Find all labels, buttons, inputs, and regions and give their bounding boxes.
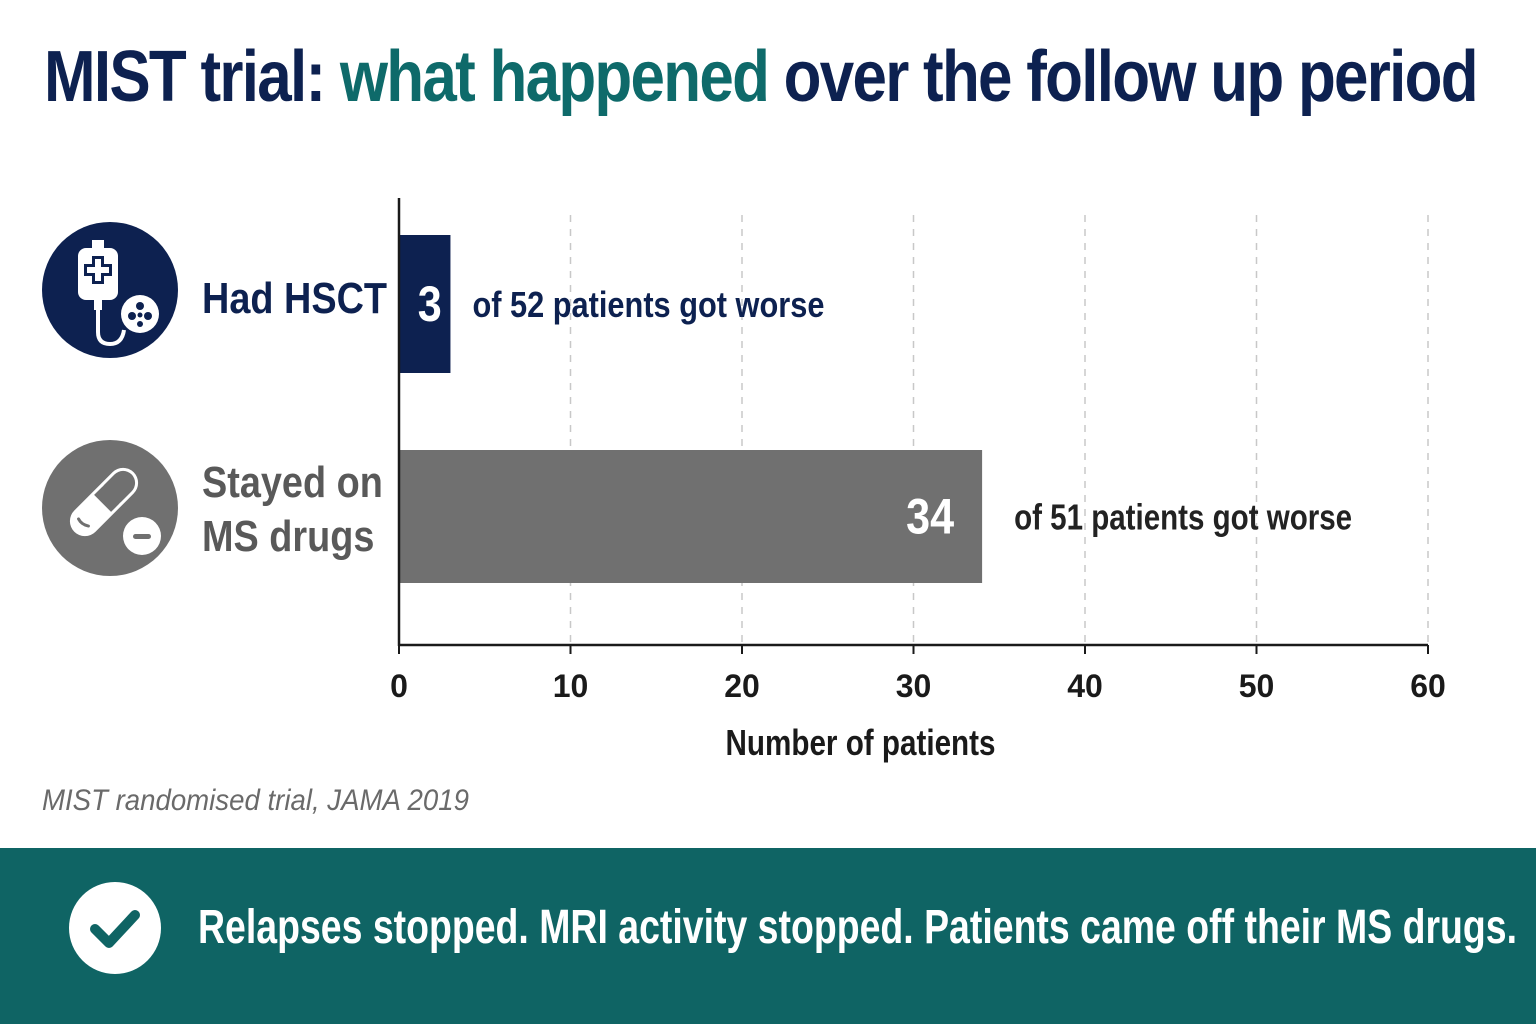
x-tick-label-40: 40 [1067,668,1103,704]
footer-text: Relapses stopped. MRI activity stopped. … [198,901,1517,954]
category-label-drugs: Stayed on MS drugs [202,456,383,564]
category-label-hsct-line1: Had HSCT [202,274,388,323]
x-tick-label-50: 50 [1239,668,1275,704]
source-citation: MIST randomised trial, JAMA 2019 [42,784,469,817]
x-tick-label-60: 60 [1410,668,1446,704]
category-label-hsct: Had HSCT [202,272,387,326]
checkmark-icon [69,882,161,974]
x-tick-label-0: 0 [390,668,408,704]
category-label-drugs-line2: MS drugs [202,512,375,561]
category-label-drugs-line1: Stayed on [202,458,383,507]
page-title: MIST trial: what happened over the follo… [44,36,1479,118]
bar-0 [399,235,451,373]
bar-chart: 3 34 of 52 patients got worse of 51 patient… [390,198,1446,763]
x-tick-label-30: 30 [896,668,932,704]
x-tick-label-20: 20 [724,668,760,704]
bar-1 [399,450,983,583]
bar-value-label-1: 34 [906,489,954,545]
x-axis-label: Number of patients [726,722,996,763]
bar-value-label-0: 3 [418,276,442,332]
title-highlight: what happened [339,37,770,117]
bar-annotation-0: of 52 patients got worse [472,284,824,325]
x-tick-label-10: 10 [553,668,589,704]
title-part2: over the follow up period [768,37,1479,117]
footer-banner [0,848,1536,1024]
pills-icon [42,440,178,576]
bar-annotation-1: of 51 patients got worse [1014,497,1352,538]
iv-bag-stem-cell-icon [42,222,178,358]
title-part1: MIST trial: [44,37,340,117]
